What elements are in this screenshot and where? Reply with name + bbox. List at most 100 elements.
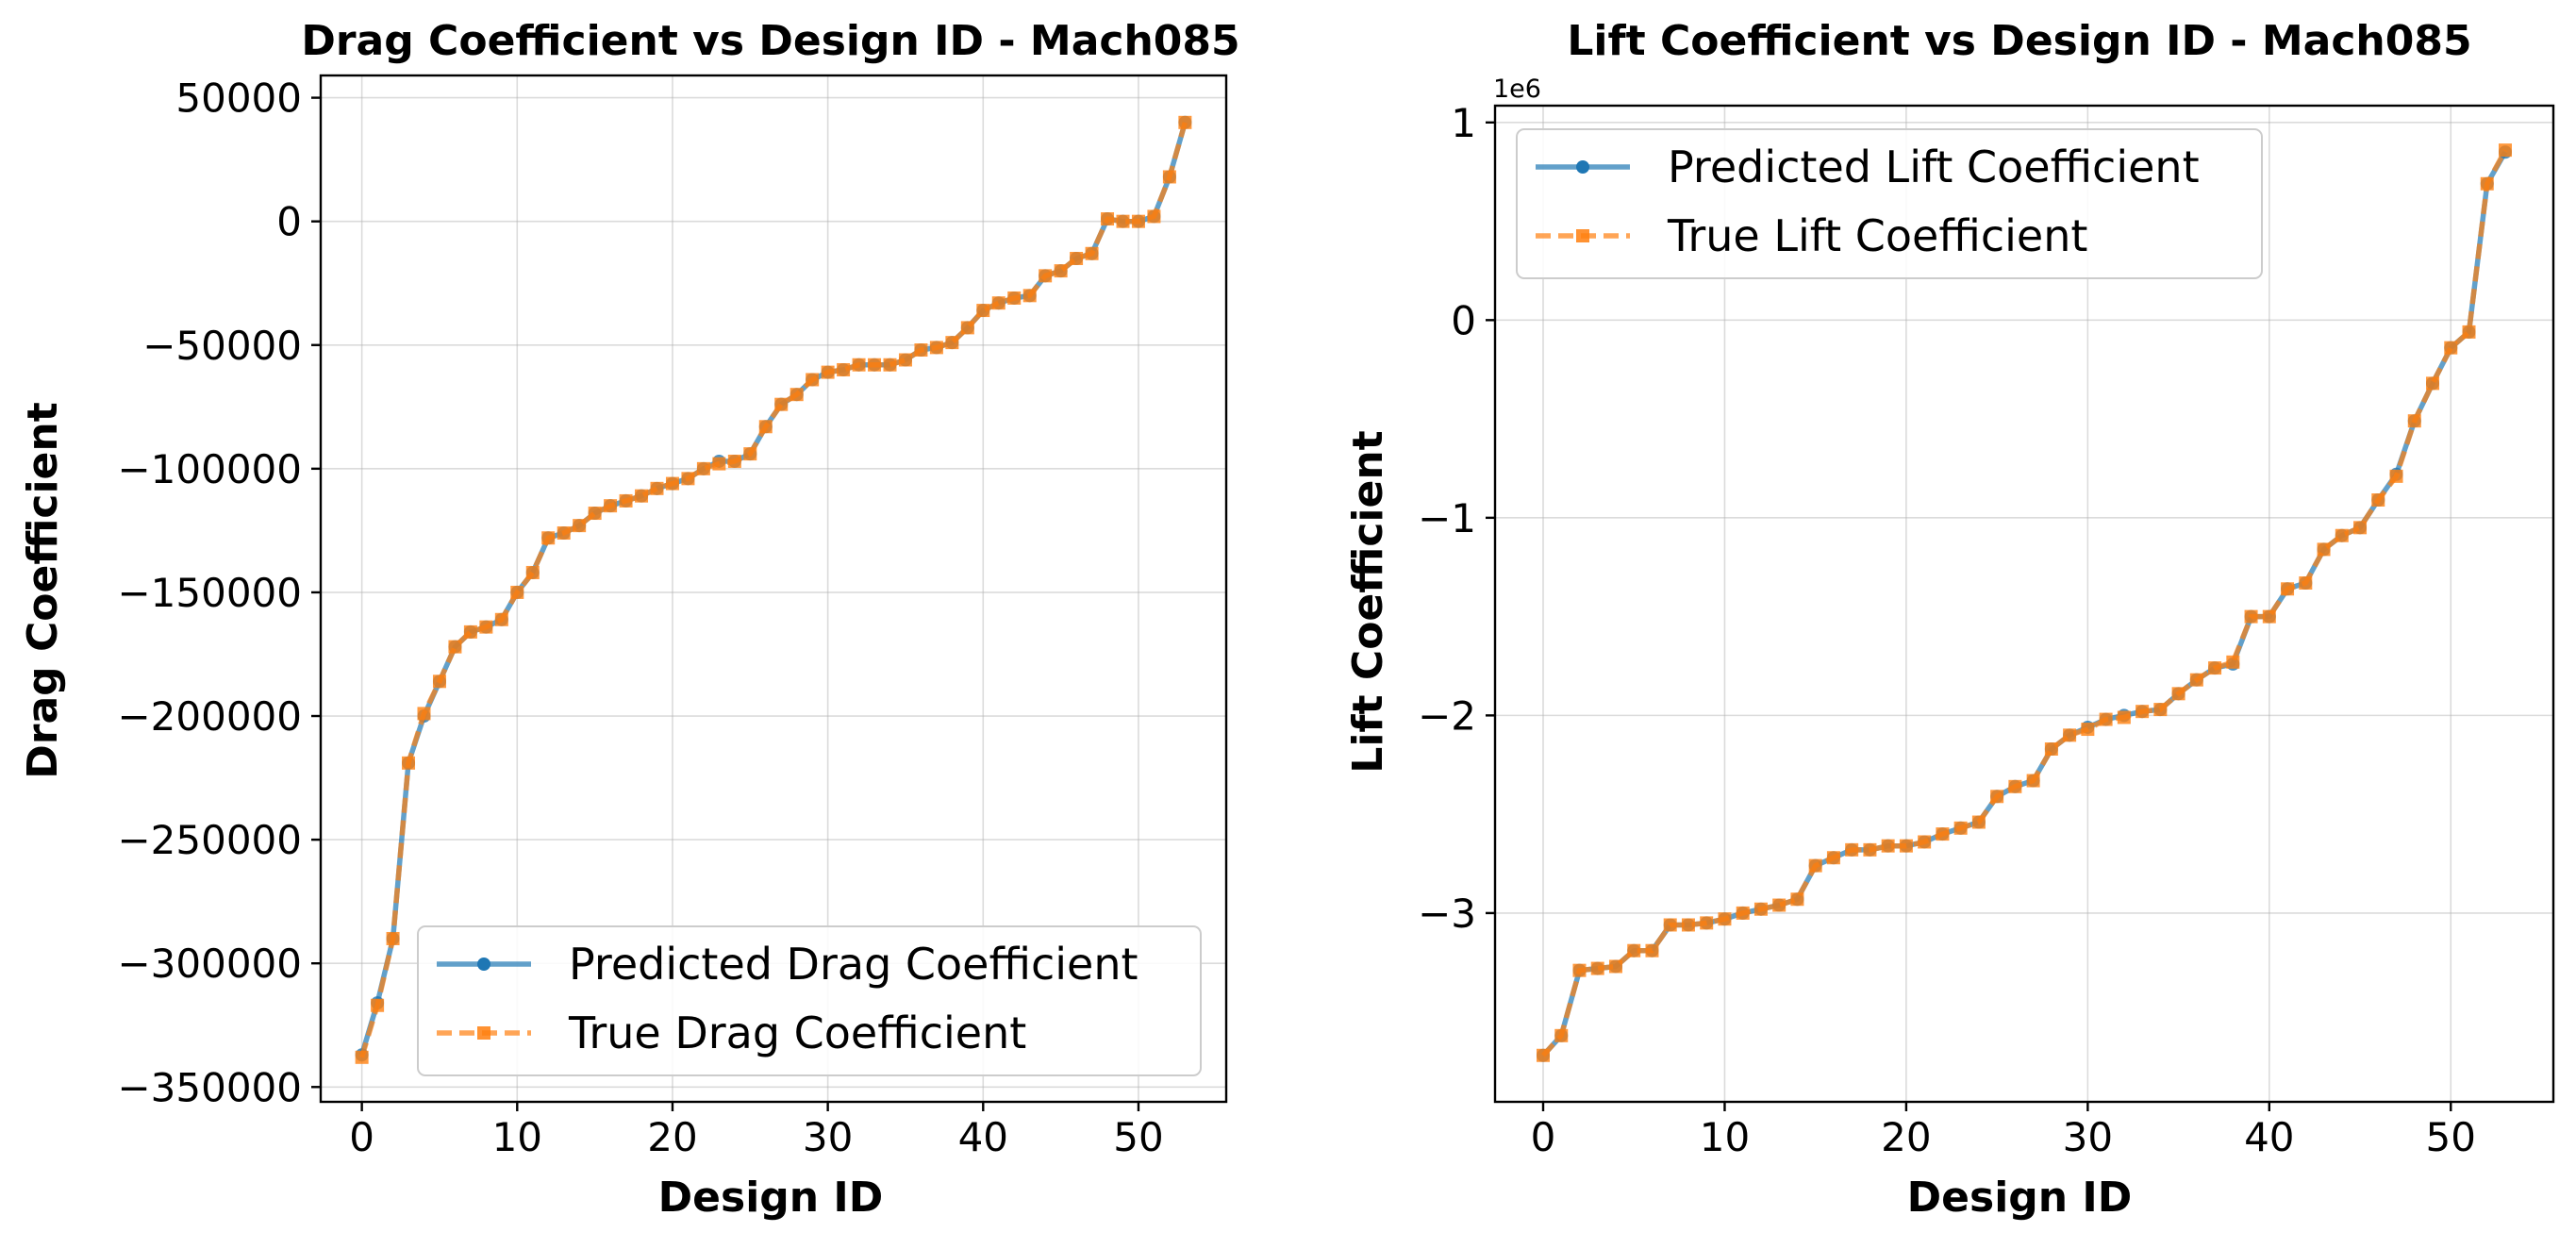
lift-ytick-label-3: −2 [1418, 692, 1476, 739]
drag-true-point-4 [417, 707, 431, 721]
lift-true-point-23 [1953, 821, 1968, 835]
lift-true-point-21 [1918, 835, 1932, 849]
lift-chart-xticks: 0 10 20 30 40 50 [1531, 1102, 2476, 1160]
drag-true-point-49 [1116, 214, 1130, 228]
lift-true-point-53 [2499, 143, 2512, 158]
drag-true-point-18 [635, 489, 649, 503]
drag-true-point-0 [355, 1050, 369, 1064]
drag-chart: Drag Coefficient vs Design ID - Mach085 … [19, 17, 1240, 1222]
lift-true-point-50 [2444, 341, 2458, 355]
drag-xtick-label-20: 20 [647, 1114, 697, 1160]
drag-true-point-16 [604, 499, 618, 513]
lift-true-point-4 [1608, 959, 1622, 974]
drag-true-point-48 [1101, 212, 1115, 226]
lift-true-point-37 [2208, 661, 2222, 675]
drag-true-point-22 [696, 461, 710, 475]
lift-true-point-2 [1572, 963, 1587, 977]
lift-xtick-label-10: 10 [1700, 1114, 1750, 1160]
lift-true-point-6 [1645, 943, 1659, 958]
lift-true-point-18 [1863, 842, 1877, 857]
drag-true-point-45 [1054, 264, 1068, 278]
lift-true-point-0 [1537, 1048, 1550, 1062]
drag-ytick-label-7: −300000 [117, 941, 302, 987]
lift-chart-offset-text: 1e6 [1493, 75, 1541, 104]
lift-chart-yticks: 1 0 −1 −2 −3 [1418, 100, 1495, 937]
lift-true-point-40 [2262, 609, 2276, 624]
lift-true-point-46 [2371, 493, 2385, 507]
drag-true-point-28 [789, 388, 804, 402]
drag-chart-title: Drag Coefficient vs Design ID - Mach085 [301, 17, 1239, 65]
drag-legend-box [417, 925, 1202, 1076]
drag-xtick-label-10: 10 [492, 1114, 542, 1160]
drag-legend-true-label: True Drag Coefficient [568, 1008, 1026, 1058]
drag-true-point-2 [386, 931, 400, 945]
lift-true-point-51 [2462, 325, 2476, 339]
drag-chart-yticks: 50000 0 −50000 −100000 −150000 −200000 −250000… [117, 75, 321, 1110]
drag-ytick-label-1: 0 [276, 199, 302, 245]
lift-true-point-20 [1899, 839, 1913, 853]
lift-true-point-39 [2244, 609, 2258, 624]
drag-xtick-label-0: 0 [349, 1114, 374, 1160]
drag-true-point-41 [991, 296, 1005, 310]
drag-true-point-32 [852, 358, 866, 372]
drag-true-point-31 [837, 362, 851, 376]
drag-true-point-50 [1131, 214, 1145, 228]
drag-true-point-3 [402, 756, 416, 770]
lift-legend-predicted-label: Predicted Lift Coefficient [1668, 142, 2200, 192]
drag-xtick-label-40: 40 [958, 1114, 1008, 1160]
drag-true-point-24 [727, 454, 741, 468]
lift-true-point-34 [2153, 703, 2168, 717]
lift-true-point-32 [2117, 710, 2131, 724]
lift-chart-ylabel: Lift Coefficient [1344, 430, 1392, 773]
lift-true-point-47 [2389, 469, 2403, 483]
drag-true-point-20 [665, 476, 679, 491]
lift-xtick-label-0: 0 [1531, 1114, 1556, 1160]
drag-true-point-27 [774, 397, 789, 411]
drag-true-point-30 [821, 365, 835, 379]
lift-legend-true-marker [1576, 229, 1589, 242]
lift-true-point-31 [2099, 712, 2113, 726]
drag-true-point-15 [588, 507, 602, 521]
lift-true-point-5 [1627, 943, 1641, 958]
lift-true-point-30 [2081, 723, 2095, 737]
lift-true-point-7 [1663, 918, 1677, 932]
drag-true-point-26 [758, 420, 773, 434]
lift-true-point-16 [1826, 851, 1840, 865]
lift-true-point-22 [1936, 827, 1950, 841]
lift-true-point-24 [1971, 815, 1986, 829]
lift-xtick-label-50: 50 [2426, 1114, 2476, 1160]
drag-ytick-label-3: −100000 [117, 446, 302, 492]
drag-true-point-10 [510, 585, 524, 599]
drag-true-point-14 [573, 519, 587, 533]
drag-true-point-53 [1178, 115, 1192, 129]
lift-legend-predicted-marker [1576, 160, 1589, 174]
lift-true-point-26 [2008, 779, 2022, 793]
drag-true-point-37 [929, 341, 943, 355]
lift-true-point-14 [1790, 892, 1804, 907]
drag-ytick-label-2: −50000 [142, 323, 302, 369]
lift-true-point-12 [1753, 902, 1768, 916]
lift-xtick-label-30: 30 [2063, 1114, 2113, 1160]
lift-true-point-15 [1808, 858, 1822, 873]
lift-chart: Lift Coefficient vs Design ID - Mach085 … [1344, 17, 2555, 1222]
lift-true-point-28 [2044, 742, 2058, 756]
lift-xtick-label-40: 40 [2244, 1114, 2294, 1160]
lift-true-point-42 [2299, 576, 2313, 590]
drag-xtick-label-50: 50 [1113, 1114, 1163, 1160]
drag-legend-true-marker [477, 1026, 490, 1040]
lift-true-point-8 [1681, 918, 1695, 932]
drag-true-point-52 [1162, 170, 1176, 184]
drag-true-point-7 [463, 624, 477, 639]
lift-true-point-11 [1736, 906, 1750, 920]
drag-true-point-23 [712, 457, 726, 471]
lift-true-point-45 [2353, 521, 2368, 535]
drag-ytick-label-6: −250000 [117, 817, 302, 863]
drag-true-point-36 [914, 343, 928, 358]
lift-true-point-10 [1718, 912, 1732, 926]
drag-true-point-17 [619, 493, 633, 508]
drag-legend-predicted-marker [477, 958, 490, 971]
drag-chart-xticks: 0 10 20 30 40 50 [349, 1102, 1164, 1160]
lift-true-point-49 [2426, 376, 2440, 391]
drag-true-point-9 [494, 612, 508, 626]
